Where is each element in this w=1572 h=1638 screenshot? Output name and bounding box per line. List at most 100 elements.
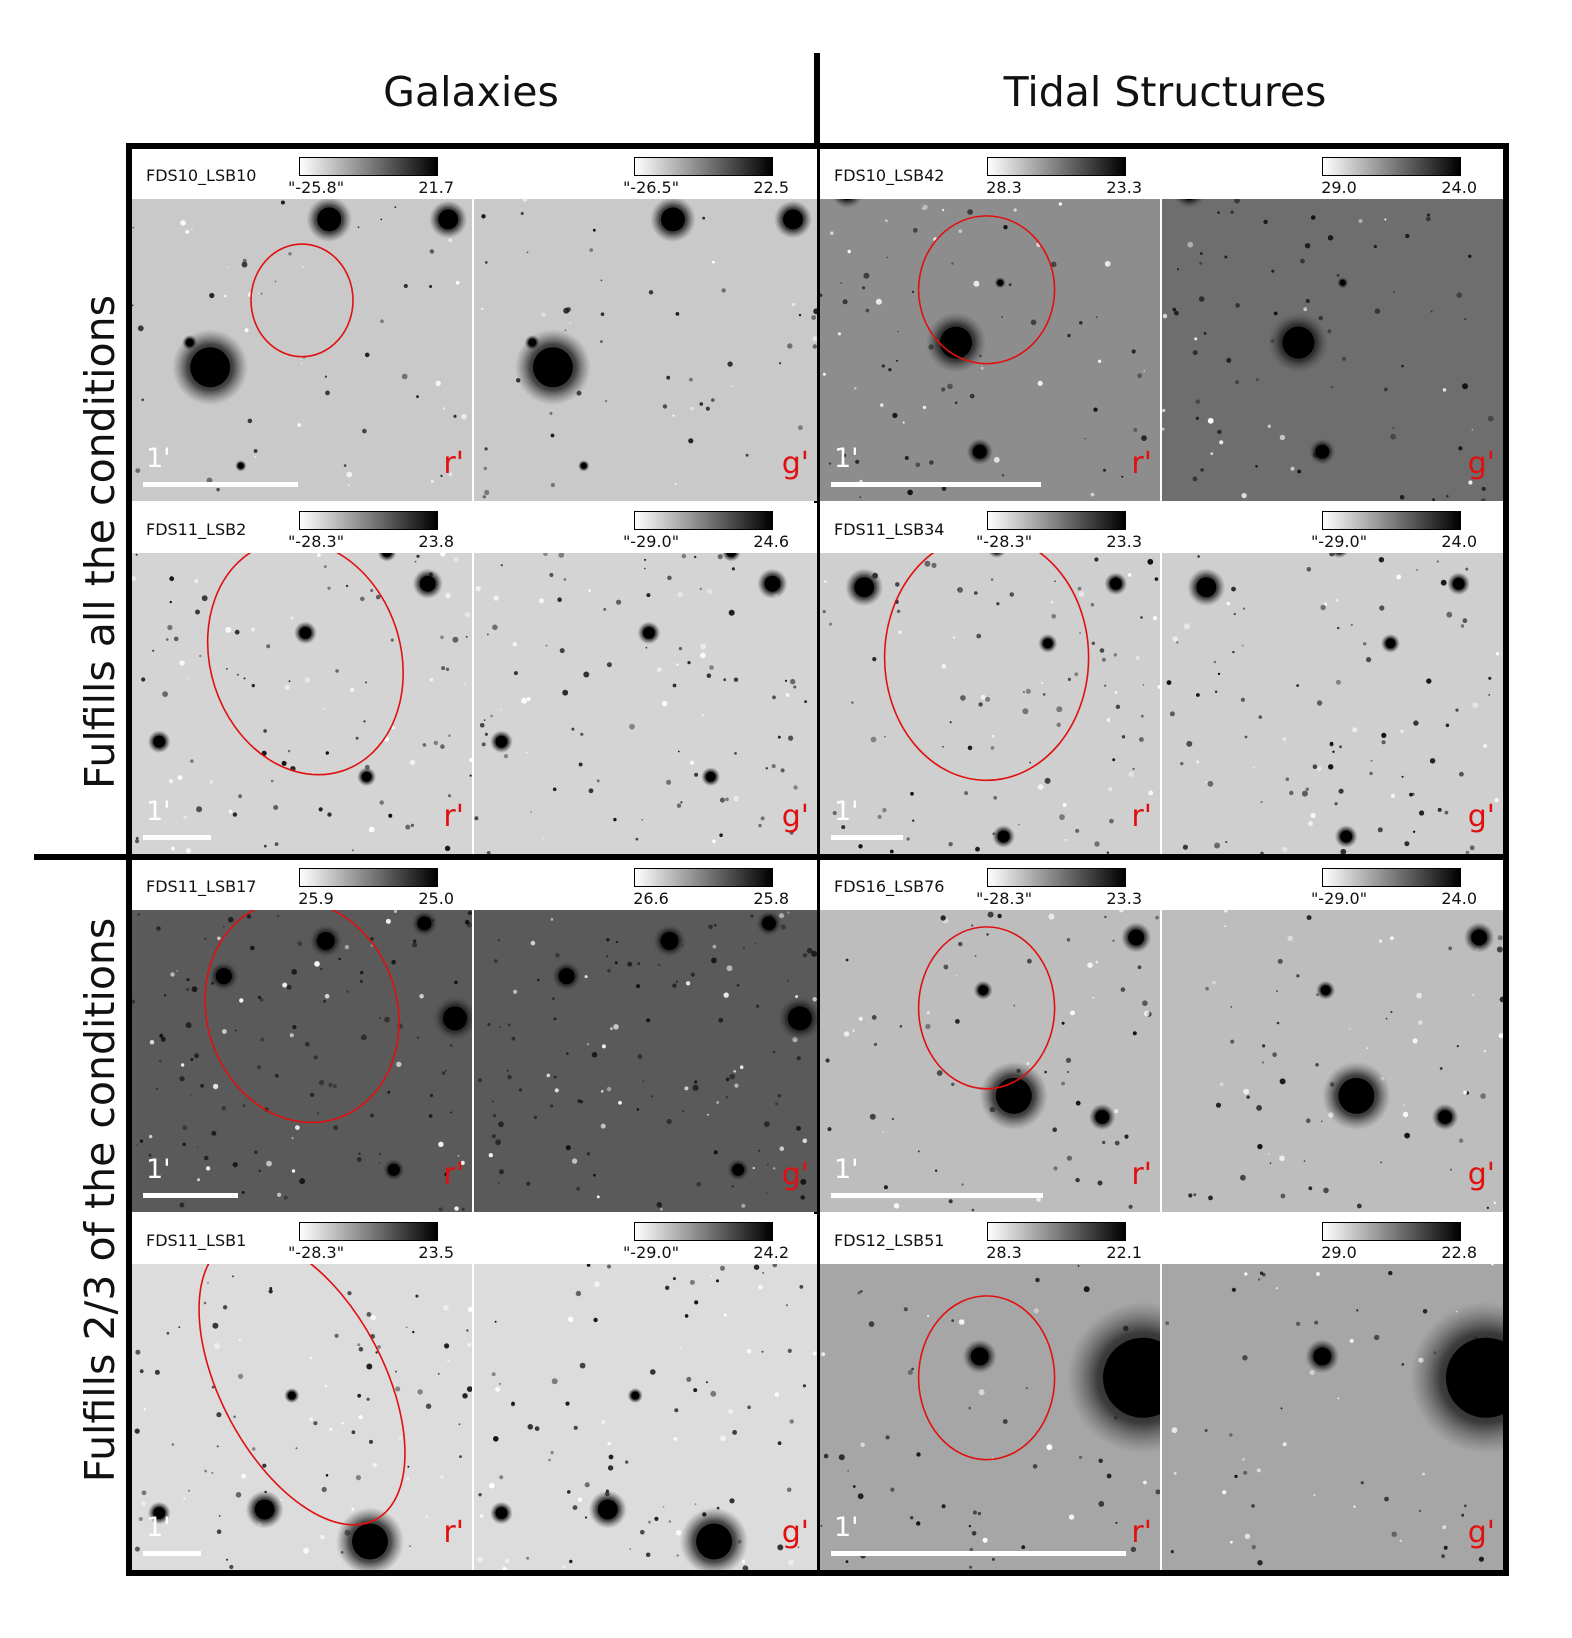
background-star [729, 1073, 736, 1080]
background-star [731, 567, 735, 571]
background-star [1090, 492, 1095, 497]
background-star [1147, 558, 1154, 565]
background-star [1308, 821, 1313, 827]
background-star [579, 1362, 586, 1369]
object-name: FDS16_LSB76 [834, 877, 945, 896]
background-star [236, 673, 239, 676]
background-star [257, 995, 262, 999]
background-star [1222, 1490, 1227, 1495]
background-star [209, 292, 215, 299]
vertical-divider [814, 53, 820, 1576]
background-star [1257, 1278, 1261, 1281]
background-star [1465, 567, 1469, 571]
background-star [179, 1076, 185, 1082]
background-star [1356, 1203, 1362, 1209]
background-star [710, 1390, 717, 1397]
background-star [1050, 600, 1054, 604]
background-star [1328, 764, 1334, 770]
background-star [588, 788, 594, 794]
background-star [811, 315, 816, 320]
background-star [445, 1535, 448, 1537]
background-star [1204, 1429, 1208, 1432]
image-panel-fds11-lsb1-g: "-29.0" 24.2 g' [474, 1214, 817, 1570]
background-star [1412, 830, 1416, 833]
background-star [1025, 1387, 1028, 1390]
background-star [484, 489, 490, 496]
background-star [779, 362, 782, 365]
scale-bar-label: 1' [834, 1154, 859, 1185]
background-star [832, 811, 837, 815]
background-star [323, 999, 327, 1003]
background-star [828, 462, 832, 465]
background-star [141, 398, 144, 402]
background-star [777, 1094, 781, 1098]
scale-bar [143, 1551, 201, 1556]
image-panel-fds11-lsb17-g: 26.6 25.8 g' [474, 860, 817, 1212]
background-star [211, 1130, 217, 1136]
background-star [672, 414, 675, 417]
background-star [952, 636, 956, 639]
background-star [549, 411, 553, 415]
background-star [553, 1075, 557, 1079]
background-star [587, 1319, 590, 1322]
background-star [1205, 986, 1209, 991]
colorbar-max-label: 23.3 [1106, 178, 1142, 197]
background-star [875, 298, 882, 305]
background-star [1390, 793, 1395, 798]
background-star [241, 1473, 247, 1479]
background-star [313, 1055, 318, 1060]
background-star [557, 597, 562, 602]
background-star [409, 759, 416, 766]
background-star [356, 1157, 362, 1162]
background-star [1271, 269, 1275, 273]
background-star [553, 1017, 557, 1021]
bright-source [417, 916, 432, 931]
background-star [596, 779, 600, 783]
background-star [185, 1022, 192, 1029]
background-star [997, 913, 1002, 919]
background-star [238, 1373, 244, 1379]
background-star [1114, 1109, 1119, 1114]
background-star [1468, 254, 1472, 258]
background-star [592, 228, 596, 232]
background-star [493, 1436, 499, 1442]
background-star [370, 937, 374, 941]
background-star [991, 1557, 995, 1561]
background-star [1092, 996, 1095, 999]
background-star [562, 689, 569, 696]
background-star [1030, 319, 1037, 326]
background-star [171, 1443, 175, 1446]
background-star [773, 1167, 776, 1170]
background-star [247, 418, 253, 424]
background-star [1106, 718, 1111, 722]
background-star [987, 911, 994, 918]
object-name: FDS10_LSB42 [834, 166, 945, 185]
background-star [380, 218, 383, 221]
object-name: FDS12_LSB51 [834, 1231, 945, 1250]
background-star [409, 1545, 411, 1548]
background-star [1032, 1464, 1038, 1469]
background-star [1276, 990, 1278, 992]
background-star [779, 1146, 785, 1151]
background-star [1391, 1531, 1397, 1537]
background-star [1001, 474, 1005, 477]
object-name: FDS11_LSB2 [146, 520, 247, 539]
background-star [789, 830, 794, 835]
background-star [566, 1052, 569, 1055]
background-star [442, 1304, 449, 1311]
background-star [492, 624, 498, 631]
background-star [1258, 715, 1263, 719]
background-star [1235, 303, 1240, 308]
background-star [1422, 1309, 1428, 1314]
background-star [1022, 691, 1025, 694]
background-star [1108, 787, 1113, 792]
background-star [185, 848, 192, 854]
background-star [149, 1039, 155, 1045]
background-star [1169, 711, 1175, 717]
background-star [1240, 1174, 1246, 1181]
background-star [1306, 915, 1312, 921]
background-star [1037, 380, 1043, 386]
background-star [575, 1290, 582, 1297]
background-star [335, 669, 339, 673]
image-panel-fds12-lsb51-g: 29.0 22.8 g' [1162, 1214, 1503, 1570]
